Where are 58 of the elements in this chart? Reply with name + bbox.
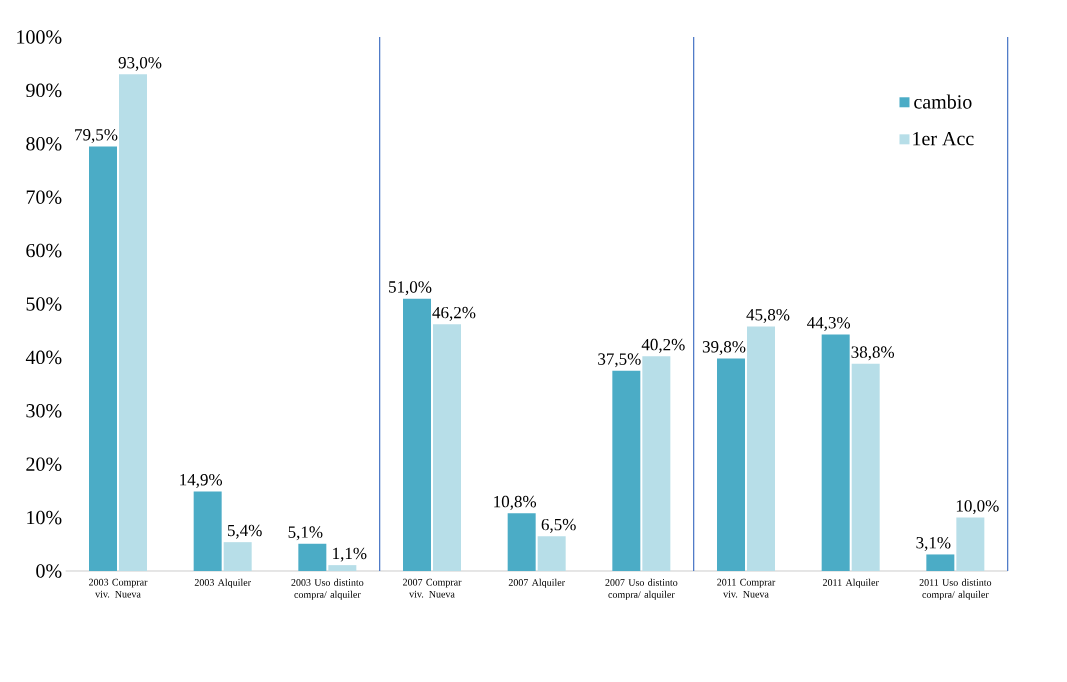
- y-tick-label: 30%: [26, 404, 62, 418]
- legend-label: cambio: [914, 94, 972, 109]
- y-tick-label: 40%: [25, 350, 62, 365]
- data-label: 46,2%: [432, 306, 476, 321]
- bar: [89, 146, 117, 571]
- x-tick-label: 2003 Comprar viv. Nueva: [89, 578, 148, 598]
- data-label: 10,8%: [494, 495, 537, 510]
- data-label: 93,0%: [118, 56, 162, 71]
- data-label: 44,3%: [807, 316, 851, 331]
- bar: [403, 298, 432, 571]
- data-label: 51,0%: [389, 281, 432, 296]
- y-tick-label: 0%: [36, 564, 62, 578]
- y-tick-label: 20%: [26, 457, 62, 471]
- y-tick-label: 10%: [27, 510, 62, 525]
- data-label: 39,8%: [702, 341, 746, 355]
- bar: [747, 326, 776, 571]
- x-tick-label: 2007 Comprar viv. Nueva: [403, 578, 462, 598]
- y-tick-label: 70%: [26, 190, 62, 204]
- y-tick-label: 50%: [26, 297, 62, 311]
- x-tick-label: 2011 Comprar viv. Nueva: [717, 578, 776, 598]
- y-tick-label: 90%: [26, 83, 62, 98]
- data-label: 6,5%: [541, 518, 576, 533]
- legend-label: 1er Acc: [913, 131, 974, 146]
- bar: [717, 358, 746, 571]
- bar: [537, 536, 566, 571]
- x-tick-label: 2007 Uso distinto compra/ alquiler: [605, 578, 678, 600]
- x-tick-label: 2003 Uso distinto compra/ alquiler: [291, 578, 364, 600]
- x-tick-label: 2007 Alquiler: [508, 578, 565, 588]
- data-label: 37,5%: [598, 353, 641, 368]
- data-label: 10,0%: [956, 500, 999, 515]
- data-label: 5,1%: [288, 526, 323, 541]
- data-label: 14,9%: [180, 473, 223, 488]
- x-tick-label: 2011 Uso distinto compra/ alquiler: [919, 578, 992, 600]
- data-label: 38,8%: [851, 346, 895, 361]
- x-tick-label: 2003 Alquiler: [194, 578, 251, 588]
- bar: [821, 334, 850, 571]
- y-tick-label: 60%: [26, 243, 62, 258]
- data-label: 3,1%: [916, 536, 951, 551]
- data-label: 79,5%: [75, 129, 118, 143]
- bar: [642, 356, 671, 571]
- bar: [193, 491, 222, 571]
- bar: [223, 542, 252, 571]
- bar: [298, 543, 327, 571]
- bar: [956, 517, 985, 571]
- data-label: 1,1%: [333, 547, 367, 562]
- data-label: 45,8%: [746, 308, 790, 323]
- data-label: 40,2%: [641, 338, 685, 353]
- bar: [612, 370, 641, 571]
- bar: [507, 513, 536, 571]
- data-label: 5,4%: [227, 524, 262, 539]
- y-tick-label: 80%: [26, 137, 62, 151]
- bar: [433, 324, 462, 571]
- bar: [926, 554, 955, 571]
- y-tick-label: 100%: [17, 30, 62, 44]
- x-tick-label: 2011 Alquiler: [822, 578, 879, 588]
- bar: [119, 74, 147, 571]
- bar: [851, 363, 880, 571]
- bar: [328, 565, 357, 571]
